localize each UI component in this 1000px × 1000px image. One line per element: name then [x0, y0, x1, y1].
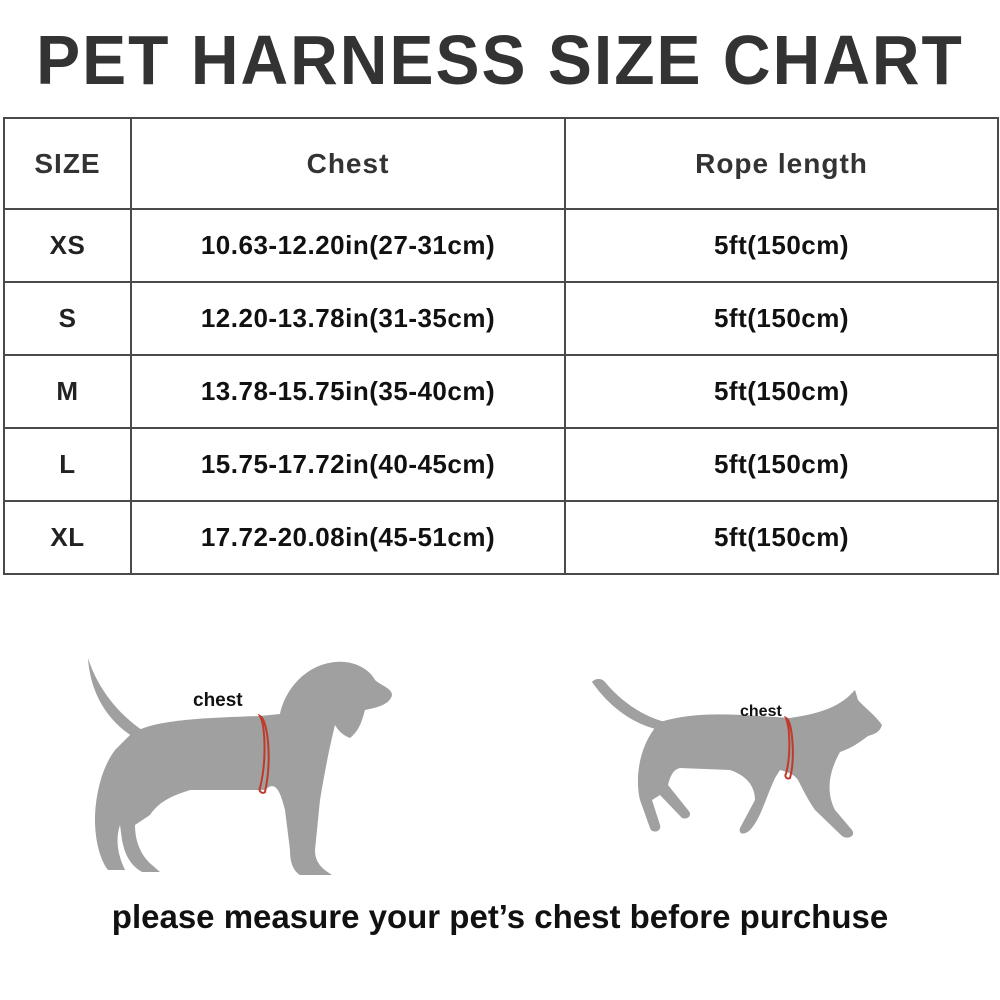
header-chest: Chest [130, 117, 566, 210]
header-size: SIZE [3, 117, 132, 210]
size-cell: S [3, 281, 132, 356]
chest-cell: 15.75-17.72in(40-45cm) [130, 427, 566, 502]
table-header-row: SIZE Chest Rope length [3, 117, 999, 210]
size-cell: L [3, 427, 132, 502]
rope-cell: 5ft(150cm) [564, 281, 999, 356]
chest-cell: 17.72-20.08in(45-51cm) [130, 500, 566, 575]
rope-cell: 5ft(150cm) [564, 208, 999, 283]
size-cell: XS [3, 208, 132, 283]
table-row: XS 10.63-12.20in(27-31cm) 5ft(150cm) [3, 208, 999, 283]
size-chart-table: SIZE Chest Rope length XS 10.63-12.20in(… [3, 117, 999, 575]
table-row: M 13.78-15.75in(35-40cm) 5ft(150cm) [3, 354, 999, 429]
cat-chest-label: chest [740, 703, 782, 720]
cat-silhouette-icon [592, 679, 882, 838]
table-row: L 15.75-17.72in(40-45cm) 5ft(150cm) [3, 427, 999, 502]
size-cell: M [3, 354, 132, 429]
measure-instruction: please measure your pet’s chest before p… [111, 898, 889, 935]
dog-illustration: chest [80, 650, 400, 890]
chest-cell: 10.63-12.20in(27-31cm) [130, 208, 566, 283]
size-cell: XL [3, 500, 132, 575]
cat-illustration: chest [590, 670, 890, 860]
illustrations: chest chest [0, 600, 1000, 890]
chest-cell: 12.20-13.78in(31-35cm) [130, 281, 566, 356]
dog-chest-label: chest [193, 690, 243, 711]
rope-cell: 5ft(150cm) [564, 427, 999, 502]
dog-silhouette-icon [88, 658, 392, 875]
rope-cell: 5ft(150cm) [564, 500, 999, 575]
header-rope-length: Rope length [564, 117, 999, 210]
chest-cell: 13.78-15.75in(35-40cm) [130, 354, 566, 429]
table-row: XL 17.72-20.08in(45-51cm) 5ft(150cm) [3, 500, 999, 575]
table-row: S 12.20-13.78in(31-35cm) 5ft(150cm) [3, 281, 999, 356]
rope-cell: 5ft(150cm) [564, 354, 999, 429]
page-title: PET HARNESS SIZE CHART [36, 21, 964, 99]
